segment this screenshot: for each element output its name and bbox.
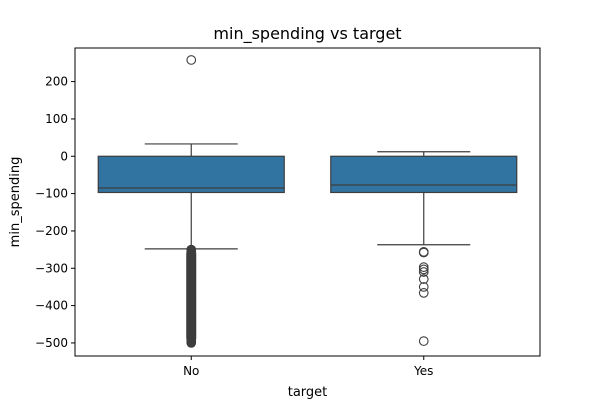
y-tick-label: −200 (35, 224, 68, 238)
plot-area: No Yes 200 100 0 −100 −200 −300 −400 −500 (35, 47, 541, 378)
outlier-point-yes (418, 274, 429, 284)
x-axis-label: target (288, 385, 328, 400)
outlier-point-yes (418, 282, 429, 292)
box-yes (330, 155, 518, 194)
y-tick-label: 100 (45, 112, 68, 126)
y-tick-label: −300 (35, 261, 68, 275)
outlier-point-yes (418, 336, 429, 346)
y-tick-label: −500 (35, 336, 68, 350)
plot-frame (74, 47, 541, 357)
y-tick-label: −400 (35, 299, 68, 313)
outlier-point-no (186, 338, 197, 348)
x-tick-label-no: No (183, 364, 199, 378)
outlier-point-yes (418, 247, 429, 258)
outlier-point-yes (418, 267, 429, 277)
y-axis-label: min_spending (8, 157, 23, 248)
outlier-point-yes (418, 288, 429, 298)
outlier-point-yes (418, 264, 429, 275)
y-tick-label: 0 (60, 149, 68, 163)
x-tick-label-yes: Yes (413, 364, 433, 378)
outlier-point-no (186, 55, 197, 65)
y-tick-label: 200 (45, 75, 68, 89)
chart-title: min_spending vs target (213, 24, 401, 44)
y-tick-label: −100 (35, 187, 68, 201)
box-no (97, 155, 285, 194)
